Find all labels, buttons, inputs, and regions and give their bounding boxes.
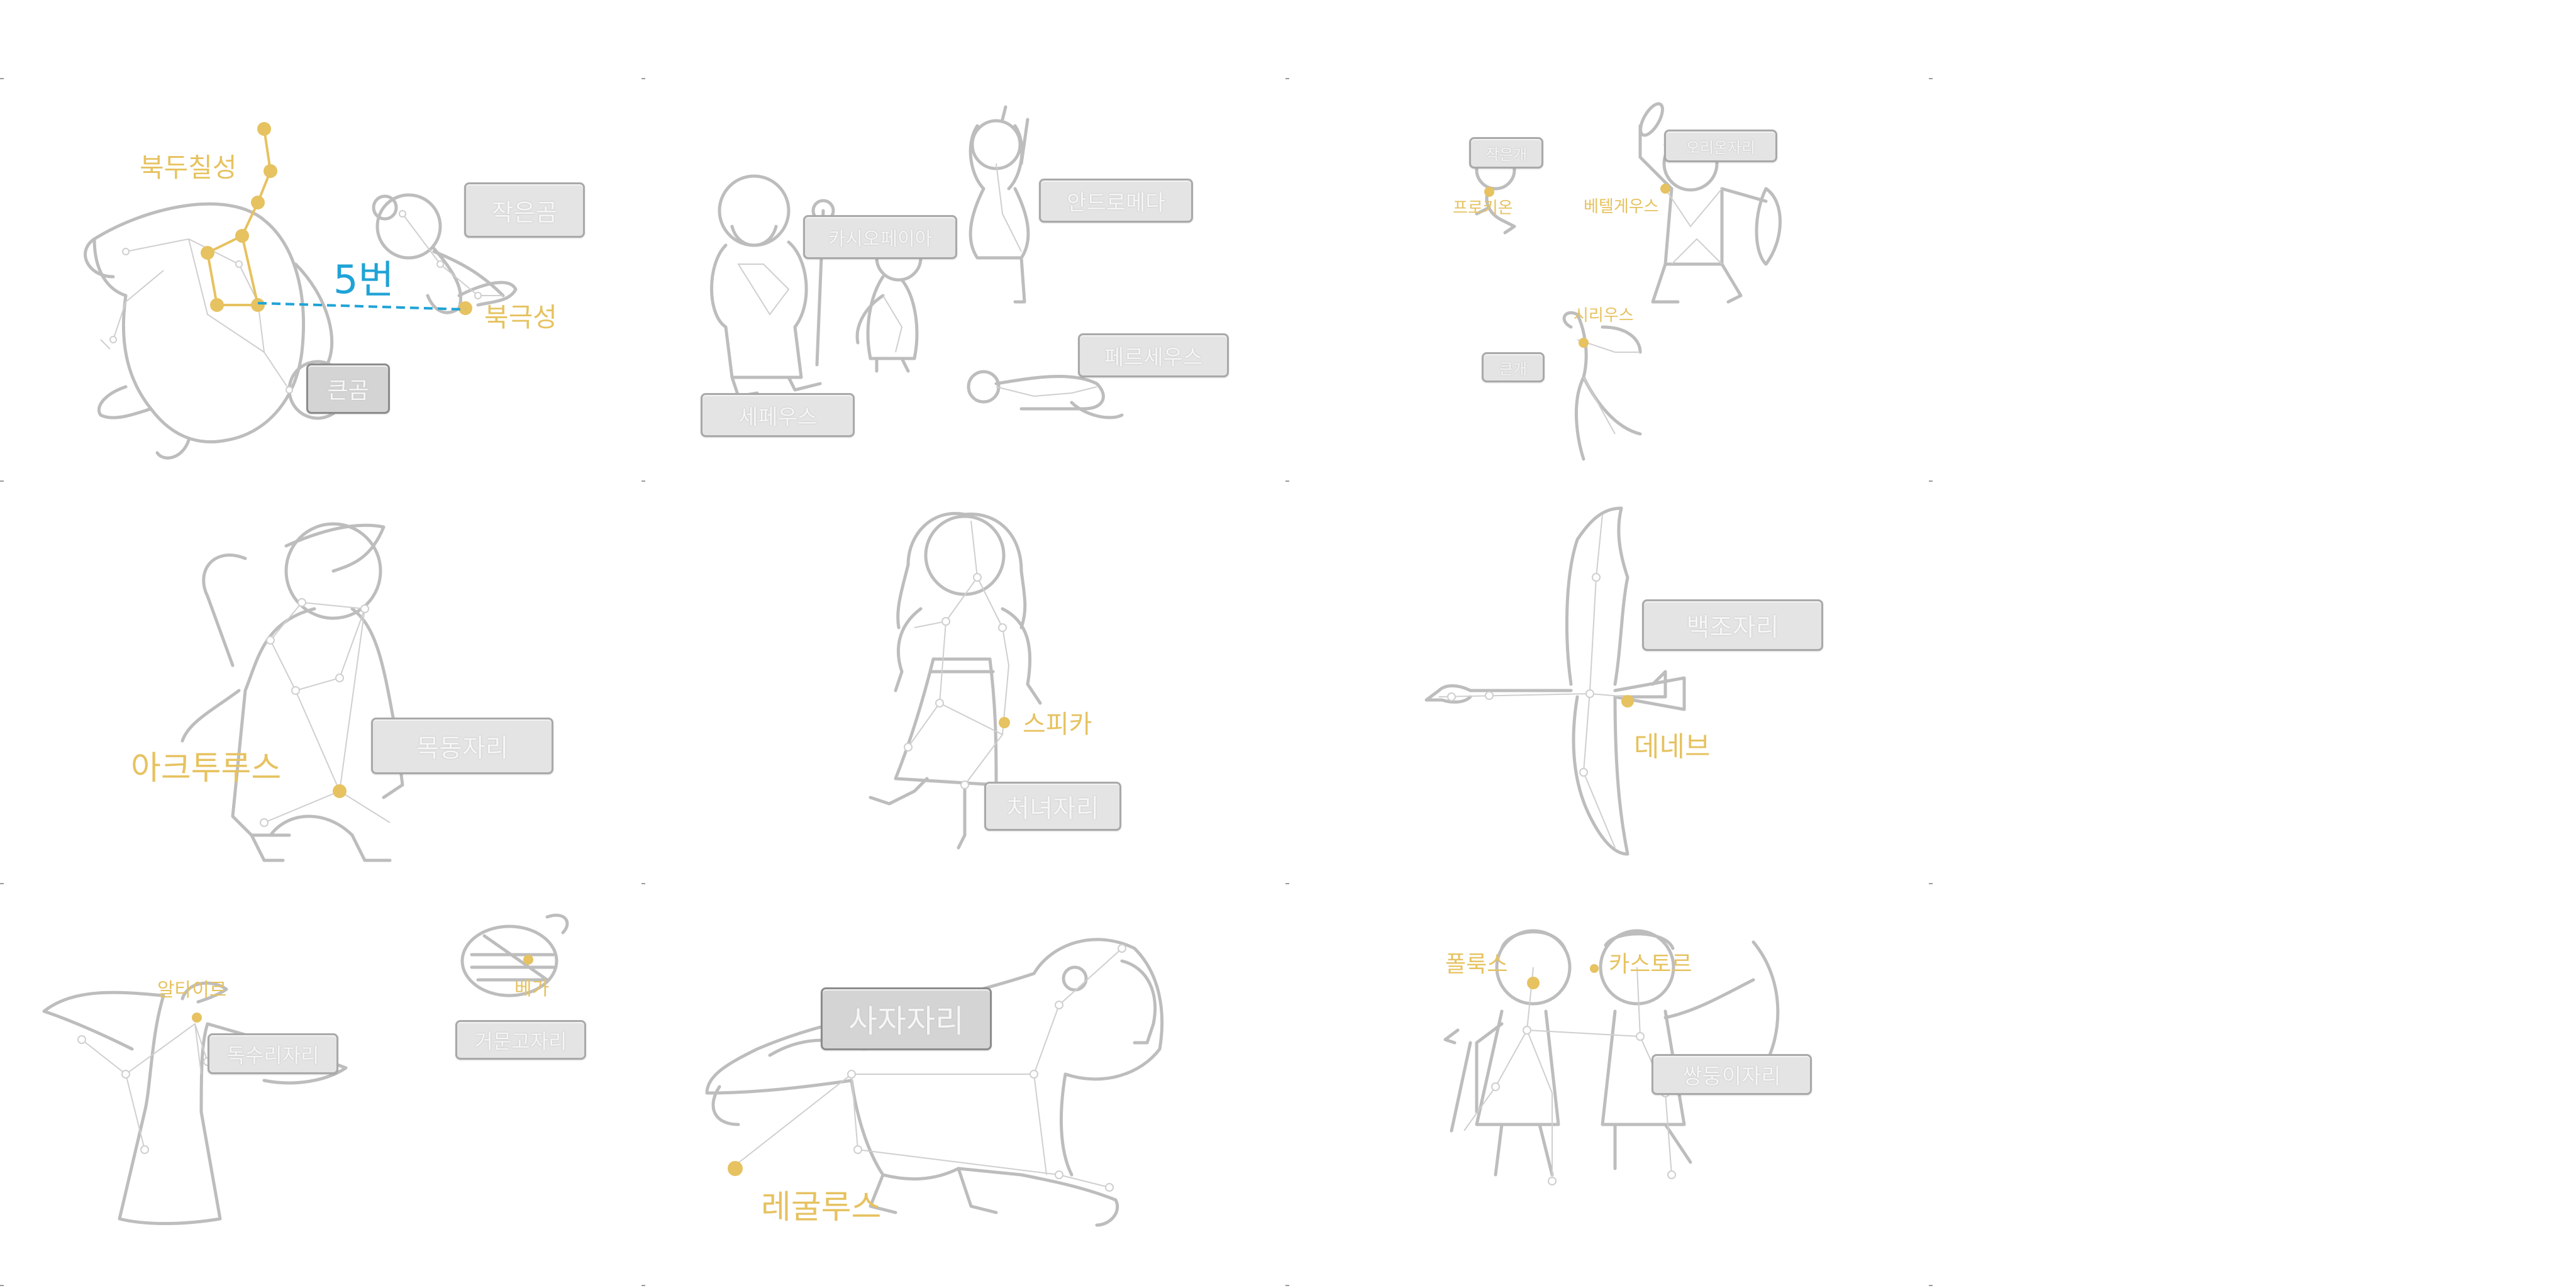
lyra-box[interactable]: 거문고자리 bbox=[455, 1020, 586, 1060]
procyon-label: 프로키온 bbox=[1453, 199, 1513, 218]
big-bear-box[interactable]: 큰곰 bbox=[306, 364, 390, 414]
pointer-distance-label: 5번 bbox=[333, 257, 394, 303]
panel-cepheus: 세페우스 카시오페이아 안드로메다 페르세우스 bbox=[644, 0, 1285, 481]
panel-cygnus: 데네브 백조자리 bbox=[1288, 483, 1929, 884]
cygnus-box[interactable]: 백조자리 bbox=[1642, 599, 1823, 651]
ursa-illustration bbox=[84, 122, 518, 460]
panel-ursa: 북두칠성 북극성 5번 작은곰 큰곰 bbox=[0, 0, 641, 481]
aquila-illustration bbox=[42, 913, 569, 1225]
panel-orion: 프로키온 베텔게우스 시리우스 작은개 오리온자리 큰개 bbox=[1288, 0, 1929, 481]
vega-label: 베가 bbox=[514, 978, 550, 1000]
polaris-label: 북극성 bbox=[484, 302, 557, 333]
panel-gemini: 폴룩스 카스토르 쌍둥이자리 bbox=[1288, 886, 1929, 1285]
andromeda-box[interactable]: 안드로메다 bbox=[1039, 179, 1193, 223]
little-bear-box[interactable]: 작은곰 bbox=[464, 182, 585, 238]
orion-illustration bbox=[1475, 102, 1782, 461]
betelgeuse-label: 베텔게우스 bbox=[1584, 197, 1659, 216]
cassiopeia-box[interactable]: 카시오페이아 bbox=[803, 215, 957, 259]
sirius-label: 시리우스 bbox=[1574, 306, 1634, 325]
regulus-label: 레굴루스 bbox=[761, 1189, 882, 1226]
bootes-box[interactable]: 목동자리 bbox=[371, 718, 553, 774]
panel-virgo: 스피카 처녀자리 bbox=[644, 483, 1285, 884]
gemini-box[interactable]: 쌍둥이자리 bbox=[1652, 1054, 1812, 1095]
small-dog-box[interactable]: 작은개 bbox=[1469, 137, 1543, 169]
bootes-illustration bbox=[180, 522, 404, 862]
orion-box[interactable]: 오리온자리 bbox=[1664, 130, 1777, 162]
cygnus-illustration bbox=[1424, 506, 1686, 856]
deneb-label: 데네브 bbox=[1634, 731, 1711, 763]
big-dipper-label: 북두칠성 bbox=[140, 152, 237, 183]
aquila-box[interactable]: 독수리자리 bbox=[208, 1033, 338, 1074]
cepheus-box[interactable]: 세페우스 bbox=[701, 393, 855, 437]
panel-aquila: 알타이르 베가 독수리자리 거문고자리 bbox=[0, 886, 641, 1285]
panel-leo: 레굴루스 사자자리 bbox=[644, 886, 1285, 1285]
panel-bootes: 아크투루스 목동자리 bbox=[0, 483, 641, 884]
spica-label: 스피카 bbox=[1023, 710, 1092, 739]
leo-box[interactable]: 사자자리 bbox=[821, 987, 992, 1050]
castor-label: 카스토르 bbox=[1609, 952, 1692, 977]
arcturus-label: 아크투루스 bbox=[131, 750, 282, 787]
virgo-illustration bbox=[869, 512, 1042, 850]
perseus-box[interactable]: 페르세우스 bbox=[1078, 333, 1229, 377]
leo-illustration bbox=[705, 938, 1164, 1227]
gemini-illustration bbox=[1443, 929, 1780, 1185]
pollux-label: 폴룩스 bbox=[1445, 952, 1508, 977]
big-dog-box[interactable]: 큰개 bbox=[1482, 352, 1545, 382]
virgo-box[interactable]: 처녀자리 bbox=[984, 782, 1121, 831]
altair-label: 알타이르 bbox=[157, 979, 227, 1001]
